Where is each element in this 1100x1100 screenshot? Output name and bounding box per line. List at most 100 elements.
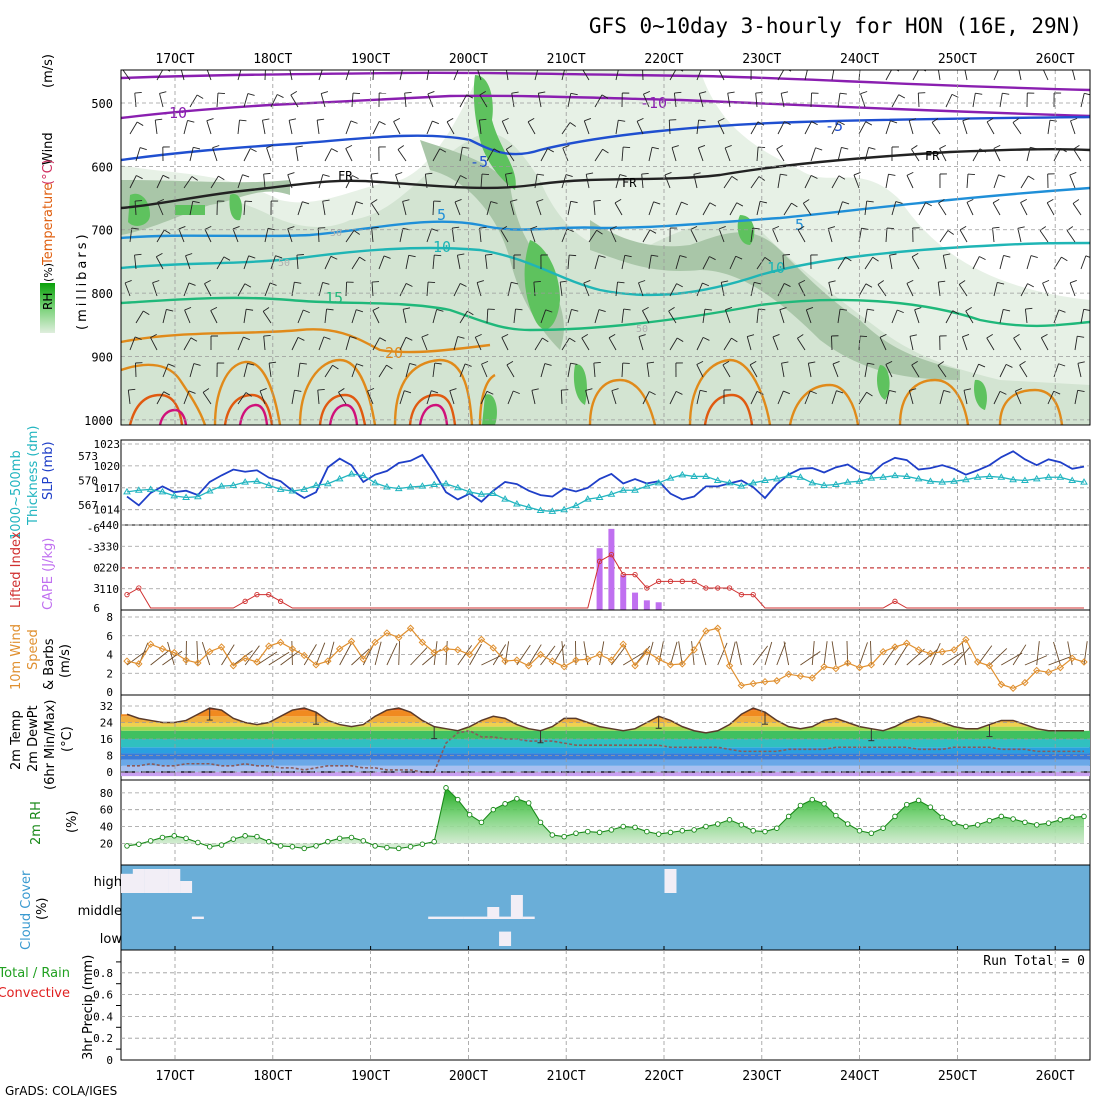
wind-barb [180, 70, 185, 81]
barb-shaft [154, 120, 158, 135]
barb-flag [861, 227, 869, 230]
rh-point [892, 813, 898, 820]
barb-flag [331, 148, 338, 153]
barb-shaft [511, 93, 515, 108]
barb-flag [460, 175, 467, 180]
barb-flag [434, 362, 442, 365]
wind-barb [827, 226, 836, 243]
contour-label: -5 [470, 153, 488, 171]
wind-barb [583, 279, 591, 297]
barb-shaft [287, 228, 293, 243]
rh-point [679, 827, 686, 834]
wind-point [146, 640, 155, 648]
thickness-point [619, 486, 628, 493]
wind-barb [986, 334, 995, 351]
rh-point [632, 824, 638, 831]
barb-flag [749, 360, 757, 366]
cape-tick: 440 [99, 519, 119, 532]
wind-barb [486, 308, 495, 324]
barb-flag [332, 364, 339, 370]
wind-point [395, 633, 403, 642]
barb-flag [619, 174, 627, 177]
wind-barb [858, 283, 873, 297]
barb-flag [128, 388, 136, 391]
wind-point [158, 645, 167, 653]
barb-flag [185, 253, 193, 257]
wind-barb [351, 92, 361, 108]
barb-shaft [864, 147, 870, 162]
wind-barb-10m [196, 641, 199, 666]
rh-point [372, 843, 378, 849]
cloud-low-label: low [100, 932, 123, 947]
wind-barb [777, 173, 788, 189]
barb-flag [965, 307, 972, 312]
wind-barb [129, 336, 142, 351]
contour-label: 10 [767, 259, 785, 277]
rh-point [750, 827, 756, 834]
barb-shaft [999, 255, 1004, 270]
thickness-point [158, 487, 167, 495]
barb-shaft [891, 201, 897, 216]
barb-shaft [427, 93, 434, 108]
barb-shaft [150, 337, 158, 351]
wind-barb-10m [953, 646, 971, 666]
wind-point [714, 624, 722, 632]
rh-point [844, 821, 851, 827]
barb-shaft [906, 175, 914, 189]
wind-barb-10m [859, 642, 868, 666]
rh-label: RH [41, 293, 55, 310]
barb-shaft [669, 391, 677, 405]
barb-flag [772, 333, 780, 338]
wind-barb [750, 70, 752, 81]
barb-shaft [237, 174, 243, 189]
barb-flag [911, 145, 918, 150]
barb-shaft [453, 283, 461, 297]
barb-shaft [1039, 230, 1049, 243]
rh-point [785, 813, 792, 820]
thickness-point [394, 484, 403, 492]
wind-point [607, 656, 616, 664]
pressure-tick: 700 [91, 224, 113, 238]
barb-flag [909, 334, 917, 337]
wind-barb [533, 281, 541, 297]
rh-point [585, 828, 591, 835]
wind-barb [266, 145, 274, 162]
wind-barb [724, 307, 733, 324]
barb-flag [702, 336, 710, 341]
li-tick: 0 [93, 562, 100, 575]
wind-barb [204, 279, 212, 297]
wind-barb [805, 307, 814, 324]
barb-shaft [621, 362, 624, 378]
wind-barb [399, 336, 413, 351]
barb-flag [679, 255, 687, 258]
wind-barb [831, 175, 846, 189]
wind-barb [931, 118, 941, 135]
barb-shaft [1072, 70, 1076, 81]
barb-shaft [561, 337, 570, 351]
barb-shaft [885, 364, 893, 378]
wind-tick: 2 [106, 667, 113, 680]
wind-barb [879, 333, 887, 351]
temp-band [121, 730, 1090, 739]
barb-shaft [783, 202, 792, 216]
barb-shaft [837, 256, 846, 270]
barb-flag [638, 280, 646, 284]
barb-flag [544, 363, 552, 366]
barb-flag [511, 281, 519, 285]
thickness-point [300, 485, 309, 492]
thickness-point [749, 478, 758, 486]
barb-shaft [993, 148, 1001, 162]
barb-flag [779, 307, 787, 311]
barb-shaft [780, 93, 785, 108]
barb-flag [239, 119, 247, 122]
barb-shaft [615, 70, 619, 81]
cloud-label: Cloud Cover [19, 870, 34, 950]
rh-point [455, 796, 461, 803]
barb-flag [323, 67, 330, 69]
wind-barb [402, 307, 411, 324]
wind-barb-10m [764, 641, 773, 666]
thickness-point [513, 500, 521, 507]
wind-barb-10m [894, 644, 909, 666]
